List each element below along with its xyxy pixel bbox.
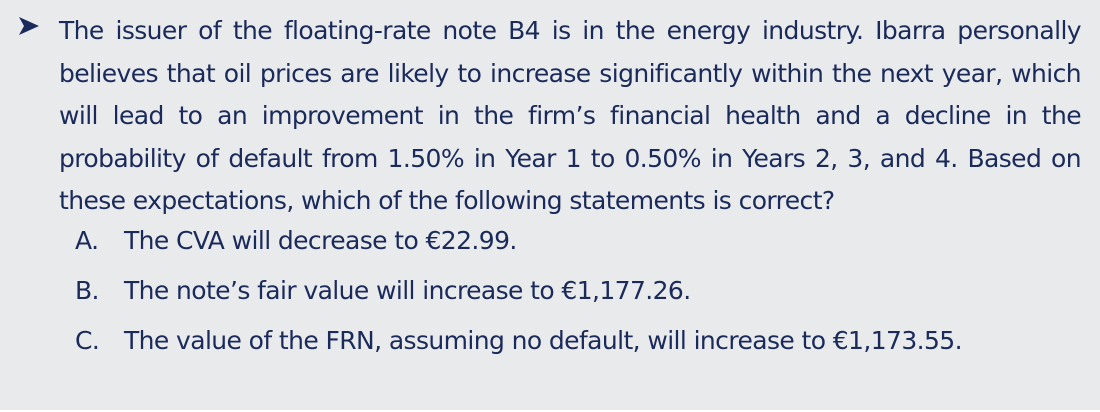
option: C. The value of the FRN, assuming no defa… xyxy=(75,326,963,355)
option-letter: B. xyxy=(75,276,100,305)
option-text: The CVA will decrease to €22.99. xyxy=(124,226,517,255)
question-stem: The issuer of the floating-rate note B4 … xyxy=(59,16,1082,215)
option-letter: C. xyxy=(75,326,100,355)
option: B. The note’s fair value will increase to… xyxy=(75,276,691,305)
option-letter: A. xyxy=(75,226,99,255)
option-text: The value of the FRN, assuming no defaul… xyxy=(124,326,963,355)
bullet-arrow xyxy=(19,17,39,35)
option: A. The CVA will decrease to €22.99. xyxy=(75,226,517,255)
option-text: The note’s fair value will increase to €… xyxy=(124,276,691,305)
